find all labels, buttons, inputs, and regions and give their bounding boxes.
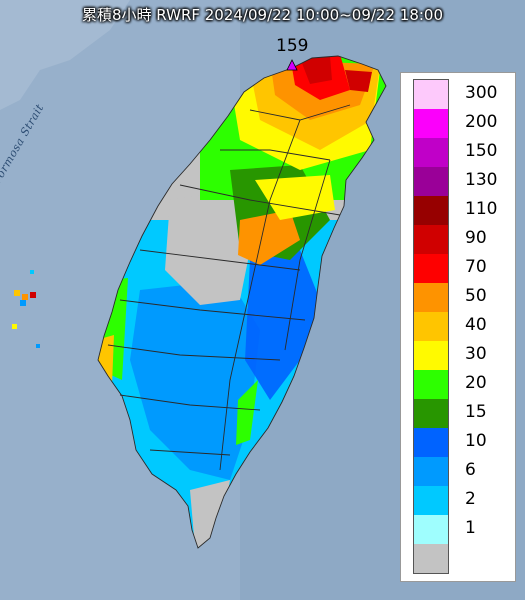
legend-swatch (414, 428, 448, 457)
legend-swatch (414, 341, 448, 370)
map-title: 累積8小時 RWRF 2024/09/22 10:00~09/22 18:00 (81, 6, 444, 24)
max-marker (286, 59, 298, 71)
rain-zone-10mm (245, 250, 320, 400)
boundary-line (179, 184, 341, 216)
legend-label: 130 (465, 169, 498, 190)
legend-label: 40 (465, 314, 487, 335)
legend-label: 110 (465, 198, 498, 219)
offshore-cell (20, 300, 26, 306)
legend-label: 150 (465, 140, 498, 161)
legend-panel: 300 200 150 130 110 90 70 50 40 30 20 15 10 6 2 1 (400, 72, 516, 582)
rain-zone-90mm-a (300, 56, 332, 84)
rain-zone-dry-central (165, 190, 250, 305)
legend-swatch (414, 225, 448, 254)
offshore-cell (30, 270, 34, 274)
legend-swatch (414, 138, 448, 167)
legend-swatch (414, 254, 448, 283)
county-boundaries (97, 55, 387, 549)
boundary-line (284, 159, 331, 351)
boundary-line (149, 449, 231, 456)
legend-swatch (414, 109, 448, 138)
legend-swatch (414, 457, 448, 486)
boundary-line (139, 249, 301, 271)
legend-swatch (414, 312, 448, 341)
boundary-line (119, 299, 306, 321)
rain-zone-20mm-southeast (236, 380, 258, 445)
rain-zone-6mm (130, 280, 260, 480)
boundary-line (220, 149, 331, 161)
legend-swatch (414, 80, 448, 109)
legend-label: 10 (465, 430, 487, 451)
rain-zone-50mm-central (238, 210, 300, 265)
legend-label: 15 (465, 401, 487, 422)
legend-swatch (414, 196, 448, 225)
legend-label: 300 (465, 82, 498, 103)
boundary-line (119, 394, 261, 411)
legend-label: 70 (465, 256, 487, 277)
legend-label: 50 (465, 285, 487, 306)
legend-swatch (414, 167, 448, 196)
boundary-line (107, 344, 281, 361)
legend-swatch (414, 283, 448, 312)
legend-color-bar (413, 79, 449, 574)
boundary-line (97, 55, 387, 549)
legend-label: 20 (465, 372, 487, 393)
offshore-cell (12, 324, 17, 329)
legend-swatch (414, 370, 448, 399)
max-value-label: 159 (276, 36, 309, 56)
offshore-cell (14, 290, 20, 296)
legend-label: 90 (465, 227, 487, 248)
legend-swatch (414, 544, 448, 573)
legend-swatch (414, 486, 448, 515)
rain-zone-90mm-b (345, 70, 372, 92)
legend-label: 2 (465, 488, 476, 509)
boundary-line (219, 119, 301, 471)
legend-swatch (414, 399, 448, 428)
mainland-coast (0, 0, 130, 110)
legend-label: 6 (465, 459, 476, 480)
legend-swatch (414, 515, 448, 544)
legend-label: 30 (465, 343, 487, 364)
offshore-cell (36, 344, 40, 348)
legend-label: 1 (465, 517, 476, 538)
offshore-cell (22, 294, 28, 300)
offshore-cells (12, 270, 40, 348)
offshore-cell (30, 292, 36, 298)
legend-label: 200 (465, 111, 498, 132)
